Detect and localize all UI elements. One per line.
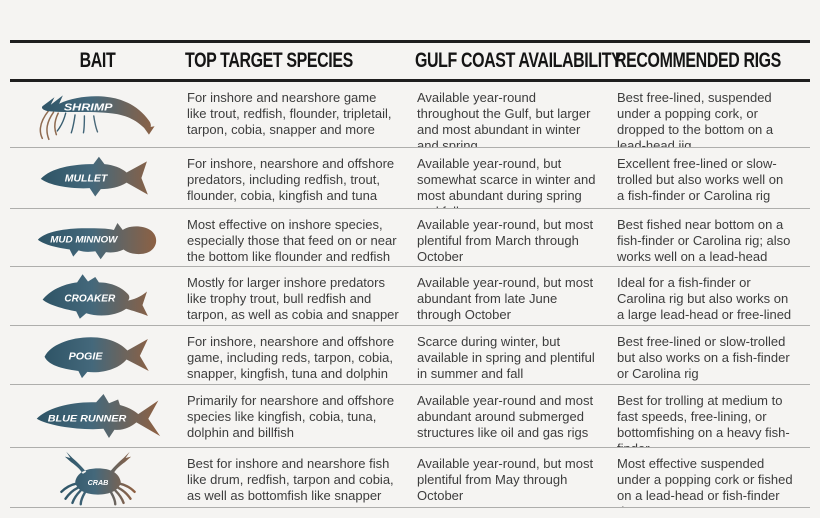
column-header-rigs: RECOMMENDED RIGS (615, 49, 810, 73)
bait-illustration-cell: CRAB (10, 448, 185, 507)
availability-text: Scarce during winter, but available in s… (417, 334, 595, 381)
bait-illustration-cell: POGIE (10, 326, 185, 384)
mud-minnow-icon: MUD MINNOW (37, 222, 156, 259)
column-header-rigs-label: RECOMMENDED RIGS (615, 49, 781, 72)
blue-runner-icon: BLUE RUNNER (36, 394, 160, 438)
species-text: Mostly for larger inshore predators like… (187, 275, 399, 322)
rigs-text: Excellent free-lined or slow-trolled but… (617, 156, 784, 203)
bait-illustration-cell: SHRIMP (10, 82, 185, 147)
species-text: Primarily for nearshore and offshore spe… (187, 393, 395, 440)
rigs-text: Ideal for a fish-finder or Carolina rig … (617, 275, 792, 322)
column-header-bait-label: BAIT (79, 49, 116, 72)
bait-table: BAIT TOP TARGET SPECIES GULF COAST AVAIL… (10, 40, 810, 508)
rigs-text: Best free-lined, suspended under a poppi… (617, 90, 774, 147)
bait-label-crab: CRAB (87, 477, 108, 486)
bait-illustration-cell: BLUE RUNNER (10, 385, 185, 447)
mullet-icon: MULLET (40, 156, 148, 197)
availability-text: Available year-round, but most plentiful… (417, 456, 594, 503)
table-row-croaker: CROAKER Mostly for larger inshore predat… (10, 267, 810, 326)
column-header-availability: GULF COAST AVAILABILITY (415, 49, 622, 73)
table-row-mullet: MULLET For inshore, nearshore and offsho… (10, 148, 810, 209)
table-header-row: BAIT TOP TARGET SPECIES GULF COAST AVAIL… (10, 40, 810, 82)
column-header-availability-label: GULF COAST AVAILABILITY (415, 49, 622, 72)
species-text: Most effective on inshore species, espec… (187, 217, 397, 264)
availability-text: Available year-round, but most plentiful… (417, 217, 594, 264)
shrimp-icon: SHRIMP (39, 94, 155, 140)
column-header-bait: BAIT (10, 49, 185, 73)
species-text: For inshore, nearshore and offshore game… (187, 334, 395, 381)
column-header-species: TOP TARGET SPECIES (185, 49, 415, 73)
bait-label-mud-minnow: MUD MINNOW (50, 234, 118, 244)
crab-icon: CRAB (59, 451, 136, 505)
availability-text: Available year-round throughout the Gulf… (417, 90, 591, 147)
availability-text: Available year-round, but somewhat scarc… (417, 156, 596, 208)
table-row-pogie: POGIE For inshore, nearshore and offshor… (10, 326, 810, 385)
table-row-blue-runner: BLUE RUNNER Primarily for nearshore and … (10, 385, 810, 448)
availability-text: Available year-round, but most abundant … (417, 275, 594, 322)
bait-label-blue-runner: BLUE RUNNER (47, 413, 126, 423)
column-header-species-label: TOP TARGET SPECIES (185, 49, 353, 72)
rigs-text: Best free-lined or slow-trolled but also… (617, 334, 790, 381)
bait-label-mullet: MULLET (64, 174, 107, 185)
rigs-text: Most effective suspended under a popping… (617, 456, 793, 507)
table-row-shrimp: SHRIMP For inshore and nearshore game li… (10, 82, 810, 148)
bait-label-shrimp: SHRIMP (64, 102, 113, 113)
rigs-text: Best for trolling at medium to fast spee… (617, 393, 790, 447)
pogie-icon: POGIE (44, 337, 149, 379)
species-text: Best for inshore and nearshore fish like… (187, 456, 394, 503)
bait-illustration-cell: MUD MINNOW (10, 209, 185, 266)
bait-label-croaker: CROAKER (64, 293, 116, 304)
availability-text: Available year-round and most abundant a… (417, 393, 594, 440)
species-text: For inshore, nearshore and offshore pred… (187, 156, 395, 203)
bait-label-pogie: POGIE (68, 351, 102, 362)
rigs-text: Best fished near bottom on a fish-finder… (617, 217, 791, 264)
bait-illustration-cell: CROAKER (10, 267, 185, 325)
table-row-crab: CRAB Best for inshore and nearshore fish… (10, 448, 810, 508)
table-row-mud-minnow: MUD MINNOW Most effective on inshore spe… (10, 209, 810, 267)
croaker-icon: CROAKER (42, 274, 148, 319)
bait-illustration-cell: MULLET (10, 148, 185, 208)
species-text: For inshore and nearshore game like trou… (187, 90, 392, 137)
